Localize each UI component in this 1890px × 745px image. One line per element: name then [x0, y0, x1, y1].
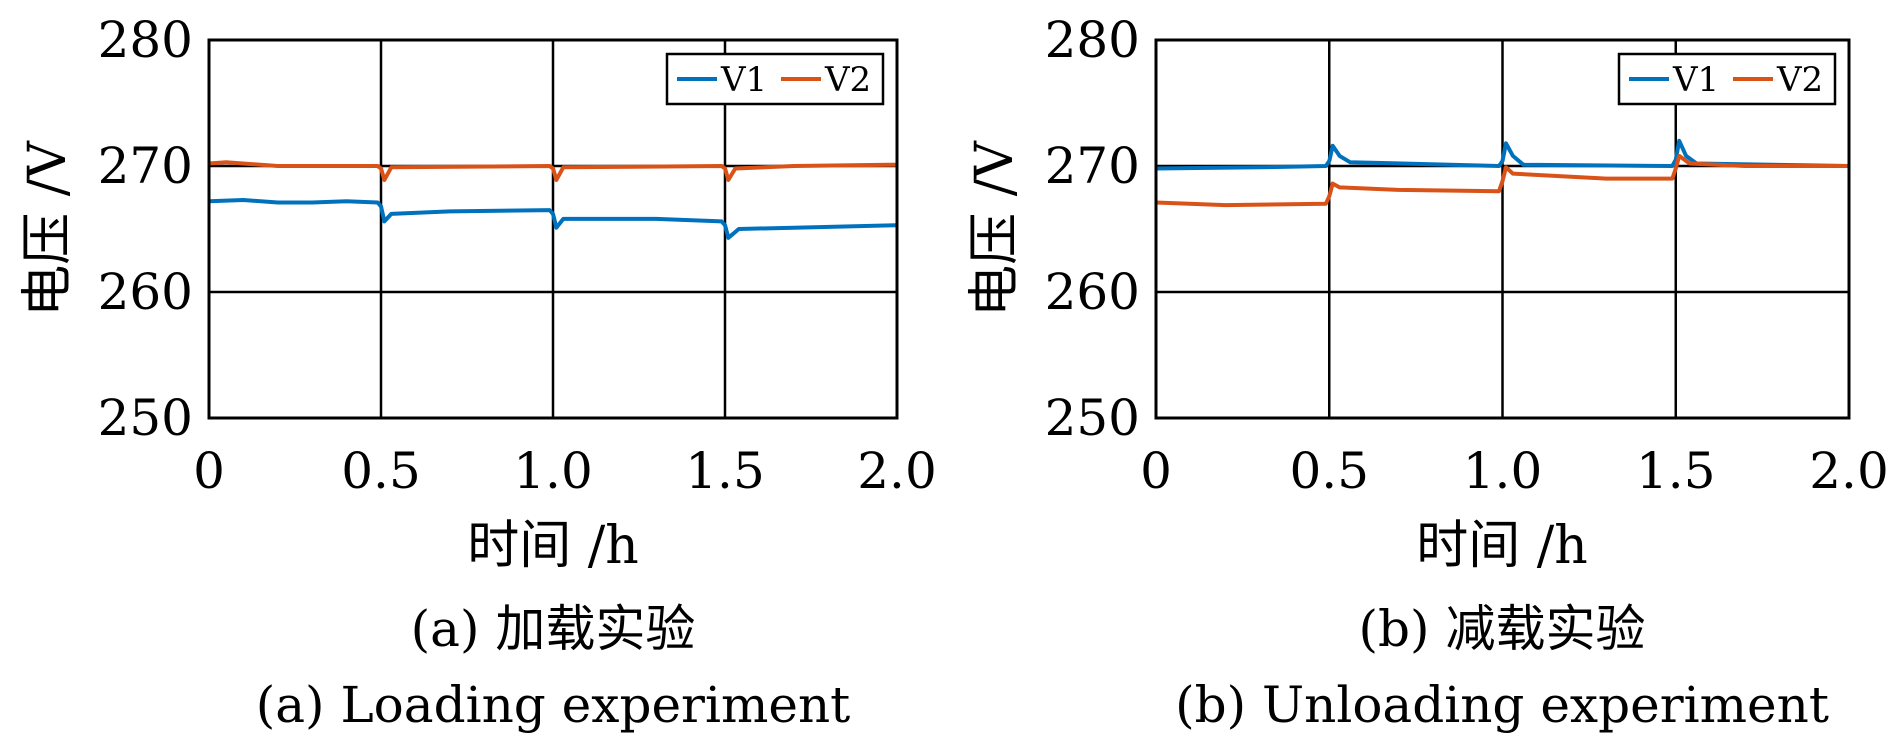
legend-label-v1: V1 — [1672, 60, 1719, 100]
chart-panel-b: 0 0.5 1.0 1.5 2.0 250 260 270 280 时间 /h 电压 /V (b) 减… — [965, 11, 1889, 734]
x-tick-label: 1.0 — [1463, 442, 1543, 500]
y-tick-label: 260 — [98, 263, 193, 321]
legend: V1 V2 — [1617, 52, 1837, 106]
x-tick-label: 1.0 — [513, 442, 593, 500]
series-line-v1 — [1155, 138, 1850, 171]
chart-panel-a: 0 0.5 1.0 1.5 2.0 250 260 270 280 时间 /h 电压 /V (a) 加… — [18, 11, 937, 734]
x-axis-label: 时间 /h — [1416, 516, 1588, 576]
y-tick-label: 250 — [1045, 389, 1140, 447]
series-line-v2 — [208, 160, 898, 182]
x-tick-label: 1.5 — [1636, 442, 1716, 500]
y-tick-label: 270 — [98, 137, 193, 195]
x-tick-label: 1.5 — [685, 442, 765, 500]
legend-label-v2: V2 — [824, 60, 871, 100]
series-line-v1 — [208, 198, 898, 240]
caption-cn: (b) 减载实验 — [1359, 600, 1646, 658]
caption-cn: (a) 加载实验 — [411, 600, 696, 658]
series-line-v2 — [1155, 153, 1849, 208]
y-tick-label: 280 — [1045, 11, 1140, 69]
plot-frame — [207, 38, 899, 420]
y-tick-label: 280 — [98, 11, 193, 69]
y-tick-label: 250 — [98, 389, 193, 447]
legend-label-v2: V2 — [1776, 60, 1823, 100]
x-axis-label: 时间 /h — [467, 516, 639, 576]
legend: V1 V2 — [665, 52, 885, 106]
x-tick-label: 0 — [1140, 442, 1172, 500]
x-tick-label: 0.5 — [1289, 442, 1369, 500]
plot-frame — [1154, 38, 1851, 420]
y-tick-label: 260 — [1045, 263, 1140, 321]
x-tick-label: 2.0 — [1809, 442, 1889, 500]
y-axis-label: 电压 /V — [965, 140, 1025, 317]
caption-en: (a) Loading experiment — [256, 676, 851, 734]
y-axis-label: 电压 /V — [18, 140, 78, 317]
legend-label-v1: V1 — [720, 60, 767, 100]
x-tick-label: 2.0 — [857, 442, 937, 500]
caption-en: (b) Unloading experiment — [1175, 676, 1829, 734]
y-tick-label: 270 — [1045, 137, 1140, 195]
x-tick-label: 0.5 — [341, 442, 421, 500]
x-tick-label: 0 — [193, 442, 225, 500]
